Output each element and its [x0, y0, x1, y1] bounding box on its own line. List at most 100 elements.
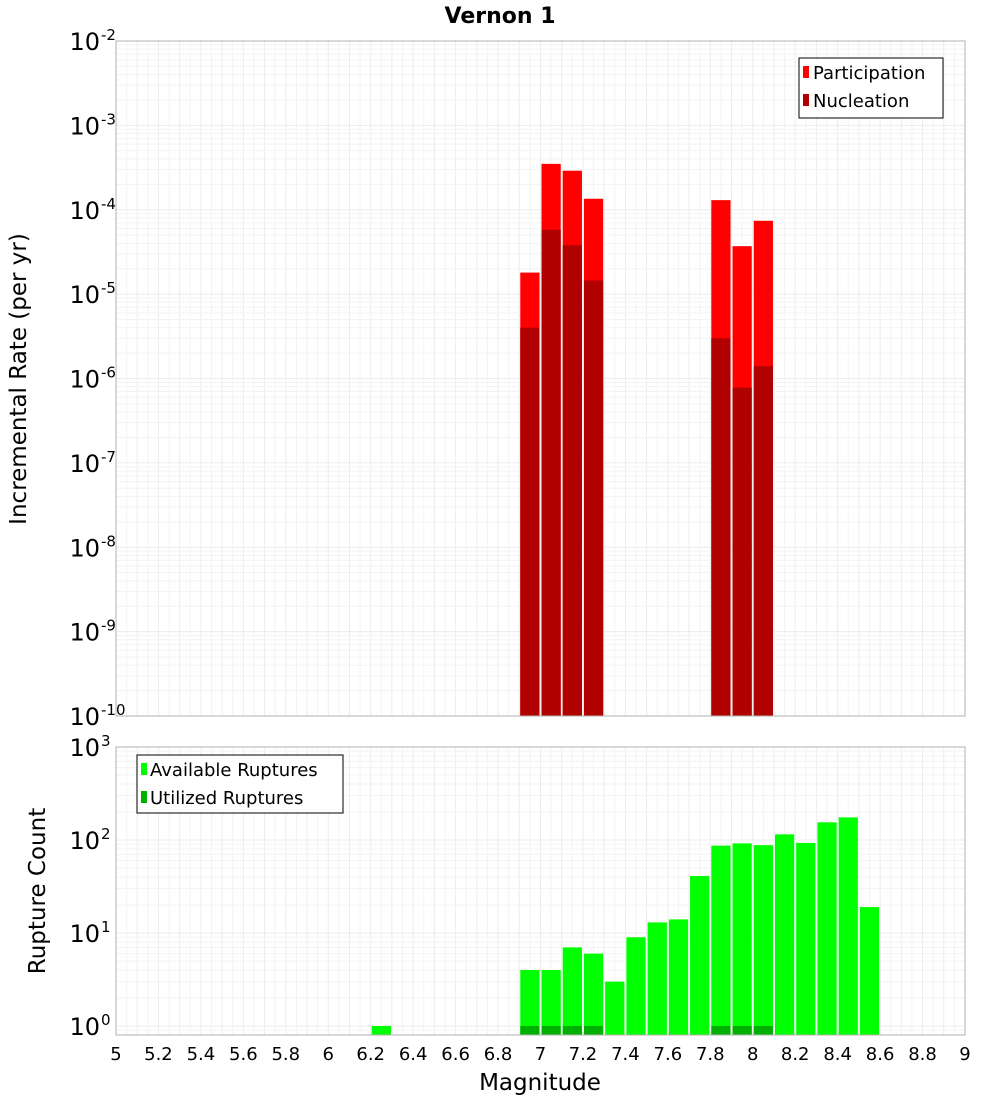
legend-nucleation-label: Nucleation: [813, 91, 909, 112]
available-bar: [796, 842, 816, 1035]
y-tick-label: 10: [69, 734, 100, 762]
available-bar: [520, 969, 540, 1035]
y-tick-label: 10: [69, 281, 100, 309]
x-tick-labels: 5 5.2 5.4 5.6 5.8 6 6.2 6.4 6.6 6.8 7 7.2 7.4 7.6 7.8 8…: [110, 1044, 970, 1065]
y-tick-exponent: -3: [101, 110, 116, 128]
x-tick-label: 5.4: [187, 1044, 216, 1065]
available-bar: [371, 1025, 391, 1035]
top-y-tick-labels: 10-210-310-410-510-610-710-810-910-10: [69, 26, 125, 731]
bottom-bars: [371, 817, 880, 1035]
y-tick-label: 10: [69, 619, 100, 647]
y-tick-exponent: -6: [101, 364, 116, 382]
y-tick-exponent: 2: [101, 825, 111, 843]
top-legend: Participation Nucleation: [798, 57, 944, 119]
available-bar: [753, 845, 773, 1035]
top-bars: [520, 163, 773, 717]
y-tick-exponent: 1: [101, 918, 111, 936]
chart-title: Vernon 1: [445, 4, 556, 29]
utilized-bar: [583, 1025, 604, 1035]
y-tick-exponent: 3: [101, 732, 111, 750]
x-tick-label: 7.6: [654, 1044, 683, 1065]
x-tick-label: 7.2: [569, 1044, 598, 1065]
x-tick-label: 5.8: [271, 1044, 300, 1065]
available-bar: [711, 845, 731, 1035]
legend-utilized-swatch: [141, 791, 147, 803]
x-tick-label: 9: [959, 1044, 970, 1065]
available-bar: [774, 834, 795, 1035]
y-tick-exponent: -5: [101, 279, 116, 297]
available-bar: [541, 969, 561, 1035]
nucleation-bar: [711, 338, 731, 716]
bottom-y-axis-title: Rupture Count: [25, 808, 51, 974]
utilized-bar: [732, 1025, 752, 1035]
available-bar: [690, 876, 710, 1035]
bottom-legend: Available Ruptures Utilized Ruptures: [136, 754, 344, 814]
y-tick-label: 10: [69, 1013, 100, 1041]
top-gridlines: [115, 40, 966, 717]
nucleation-bar: [583, 280, 604, 716]
utilized-bar: [562, 1025, 582, 1035]
available-bar: [647, 922, 667, 1035]
utilized-bar: [711, 1025, 731, 1035]
utilized-bar: [753, 1025, 773, 1035]
top-y-axis-title: Incremental Rate (per yr): [6, 233, 32, 525]
x-tick-label: 7: [535, 1044, 546, 1065]
y-tick-label: 10: [69, 197, 100, 225]
y-tick-label: 10: [69, 112, 100, 140]
available-bar: [562, 947, 582, 1035]
x-tick-label: 6.8: [484, 1044, 513, 1065]
y-tick-exponent: -2: [101, 26, 116, 44]
top-panel: 10-210-310-410-510-610-710-810-910-10 In…: [6, 26, 966, 731]
legend-participation-swatch: [803, 66, 809, 78]
utilized-bar: [520, 1025, 540, 1035]
x-axis-title: Magnitude: [479, 1070, 601, 1096]
available-bar: [732, 843, 752, 1035]
y-tick-exponent: 0: [101, 1011, 111, 1029]
available-bar: [817, 822, 837, 1035]
nucleation-bar: [562, 245, 582, 717]
legend-available-label: Available Ruptures: [150, 760, 318, 781]
x-tick-label: 5: [110, 1044, 121, 1065]
available-bar: [838, 817, 858, 1035]
nucleation-bar: [520, 327, 540, 716]
x-tick-label: 6.2: [356, 1044, 385, 1065]
legend-available-swatch: [141, 763, 147, 775]
y-tick-label: 10: [69, 366, 100, 394]
available-bar: [859, 907, 880, 1035]
nucleation-bar: [753, 366, 773, 716]
x-tick-label: 6.4: [399, 1044, 428, 1065]
y-tick-exponent: -8: [101, 532, 116, 550]
x-tick-label: 8: [747, 1044, 758, 1065]
y-tick-label: 10: [69, 28, 100, 56]
x-tick-label: 5.6: [229, 1044, 258, 1065]
bottom-legend-box: [136, 754, 344, 814]
legend-nucleation-swatch: [803, 94, 809, 106]
x-tick-label: 5.2: [144, 1044, 173, 1065]
utilized-bar: [541, 1025, 561, 1035]
available-bar: [605, 981, 625, 1035]
y-tick-exponent: -4: [101, 195, 116, 213]
x-tick-label: 8.8: [908, 1044, 937, 1065]
y-tick-label: 10: [69, 534, 100, 562]
y-tick-exponent: -7: [101, 448, 116, 466]
y-tick-label: 10: [69, 450, 100, 478]
y-tick-label: 10: [69, 703, 100, 731]
top-plot-frame: [115, 40, 966, 717]
available-bar: [626, 937, 646, 1035]
x-tick-label: 7.8: [696, 1044, 725, 1065]
x-tick-label: 6.6: [441, 1044, 470, 1065]
nucleation-bar: [541, 229, 561, 717]
y-tick-label: 10: [69, 920, 100, 948]
y-tick-exponent: -9: [101, 617, 116, 635]
legend-participation-label: Participation: [813, 63, 925, 84]
x-tick-label: 7.4: [611, 1044, 640, 1065]
available-bar: [583, 953, 604, 1035]
top-legend-box: [798, 57, 944, 119]
nucleation-bar: [732, 387, 752, 716]
x-tick-label: 6: [323, 1044, 334, 1065]
bottom-plot-frame: [115, 746, 966, 1036]
x-tick-label: 8.2: [781, 1044, 810, 1065]
